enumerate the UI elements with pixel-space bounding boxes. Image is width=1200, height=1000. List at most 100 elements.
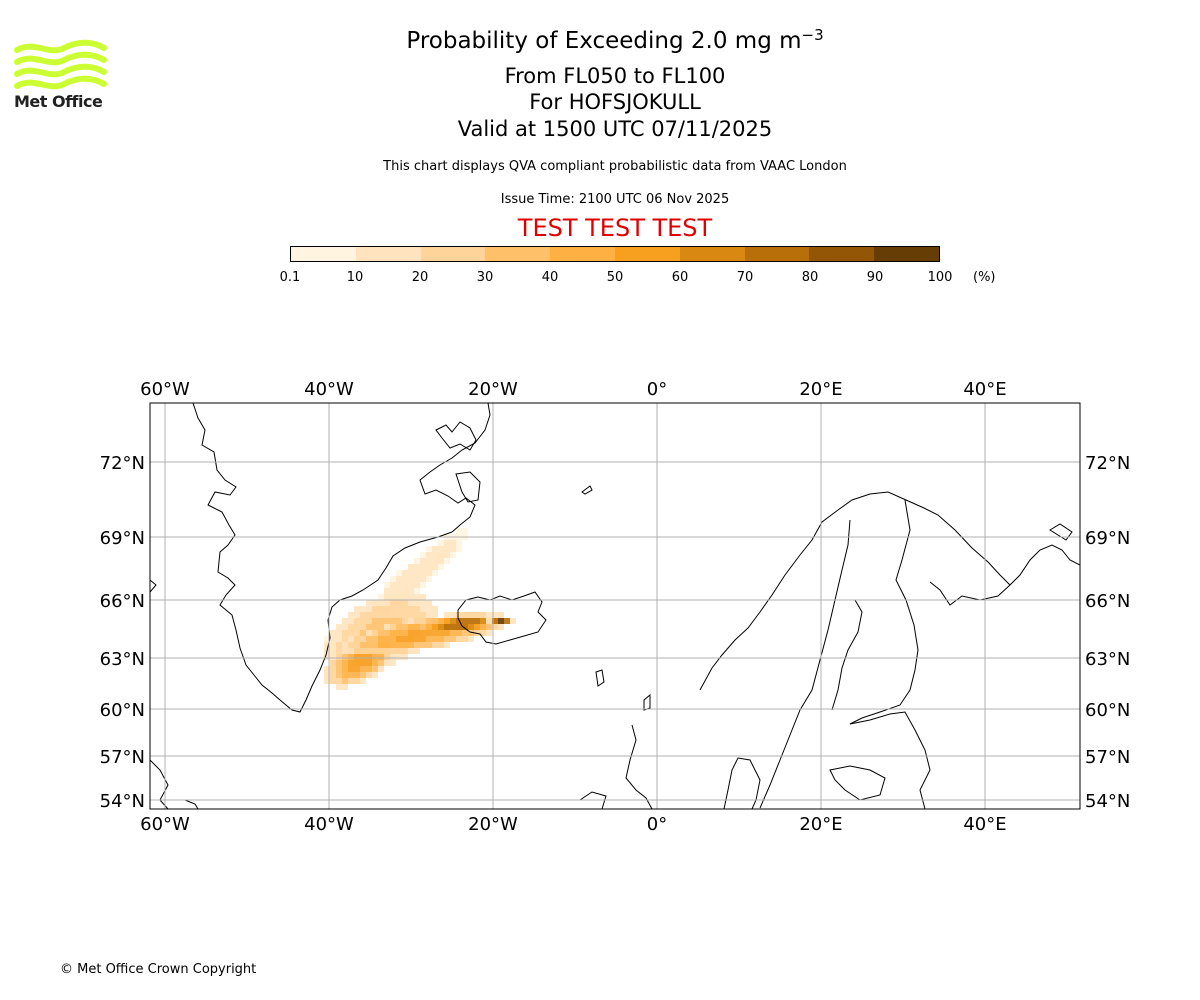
ash-cell	[408, 570, 414, 576]
ash-cell	[390, 636, 396, 642]
ash-cell	[360, 612, 366, 618]
ash-cell	[372, 600, 378, 606]
ash-cell	[432, 558, 438, 564]
ash-cell	[402, 630, 408, 636]
ash-cell	[348, 624, 354, 630]
colorbar-tick: 30	[476, 270, 494, 285]
ash-cell	[366, 606, 372, 612]
ash-cell	[426, 546, 432, 552]
ash-cell	[408, 588, 414, 594]
ash-cell	[354, 660, 360, 666]
ash-cell	[336, 624, 342, 630]
ash-cell	[438, 642, 444, 648]
ash-cell	[390, 660, 396, 666]
ash-cell	[420, 570, 426, 576]
lat-label: 60°N	[1085, 700, 1130, 721]
ash-cell	[414, 594, 420, 600]
ash-cell	[396, 642, 402, 648]
ash-cell	[366, 630, 372, 636]
ash-cell	[480, 618, 486, 624]
ash-cell	[366, 618, 372, 624]
ash-cell	[408, 618, 414, 624]
ash-cell	[408, 576, 414, 582]
ash-cell	[414, 576, 420, 582]
ash-cell	[492, 624, 498, 630]
lon-label: 60°W	[140, 814, 190, 835]
ash-cell	[408, 636, 414, 642]
ash-cell	[324, 666, 330, 672]
ash-cell	[408, 624, 414, 630]
ash-cell	[360, 648, 366, 654]
ash-cell	[384, 660, 390, 666]
ash-cell	[432, 570, 438, 576]
ash-cell	[408, 564, 414, 570]
ash-cell	[414, 600, 420, 606]
ash-cell	[486, 618, 492, 624]
ash-cell	[360, 666, 366, 672]
ash-cell	[384, 624, 390, 630]
ash-cell	[432, 624, 438, 630]
ash-cell	[360, 618, 366, 624]
lon-label: 40°E	[963, 379, 1006, 400]
ash-cell	[396, 654, 402, 660]
ash-cell	[450, 540, 456, 546]
ash-cell	[402, 618, 408, 624]
ash-cell	[366, 672, 372, 678]
ash-cell	[342, 672, 348, 678]
lon-label: 60°W	[140, 379, 190, 400]
ash-cell	[396, 624, 402, 630]
ash-cell	[354, 648, 360, 654]
ash-cell	[420, 600, 426, 606]
ash-cell	[414, 648, 420, 654]
colorbar-tick: 20	[411, 270, 429, 285]
ash-cell	[426, 630, 432, 636]
ash-cell	[468, 636, 474, 642]
colorbar-tick: 10	[346, 270, 364, 285]
ash-cell	[414, 618, 420, 624]
ash-cell	[456, 624, 462, 630]
ash-cell	[336, 678, 342, 684]
ash-cell	[384, 636, 390, 642]
ash-cell	[360, 606, 366, 612]
ash-cell	[330, 678, 336, 684]
ash-cell	[438, 624, 444, 630]
ash-cell	[402, 606, 408, 612]
ash-cell	[336, 642, 342, 648]
ash-cell	[336, 684, 342, 690]
ash-cell	[474, 612, 480, 618]
colorbar-tick: 0.1	[279, 270, 301, 285]
ash-cell	[348, 654, 354, 660]
test-banner: TEST TEST TEST	[517, 214, 713, 242]
ash-cell	[432, 546, 438, 552]
ash-cell	[360, 654, 366, 660]
colorbar-tick: 70	[736, 270, 754, 285]
colorbar-tick: 50	[606, 270, 624, 285]
ash-cell	[498, 612, 504, 618]
lat-label: 63°N	[1085, 649, 1130, 670]
ash-cell	[408, 600, 414, 606]
ash-cell	[402, 654, 408, 660]
ash-cell	[390, 606, 396, 612]
ash-cell	[336, 660, 342, 666]
ash-cell	[342, 648, 348, 654]
ash-cell	[414, 636, 420, 642]
ash-cell	[354, 618, 360, 624]
ash-cell	[468, 618, 474, 624]
ash-cell	[378, 666, 384, 672]
ash-cell	[438, 552, 444, 558]
ash-cell	[450, 636, 456, 642]
ash-cell	[330, 630, 336, 636]
ash-cell	[486, 624, 492, 630]
ash-cell	[366, 600, 372, 606]
ash-cell	[444, 558, 450, 564]
ash-cell	[432, 618, 438, 624]
ash-cell	[414, 642, 420, 648]
ash-cell	[396, 618, 402, 624]
ash-cell	[414, 582, 420, 588]
logo-text: Met Office	[14, 92, 103, 111]
lat-label: 60°N	[100, 700, 145, 721]
ash-cell	[420, 594, 426, 600]
ash-cell	[462, 636, 468, 642]
ash-cell	[336, 636, 342, 642]
ash-cell	[492, 618, 498, 624]
